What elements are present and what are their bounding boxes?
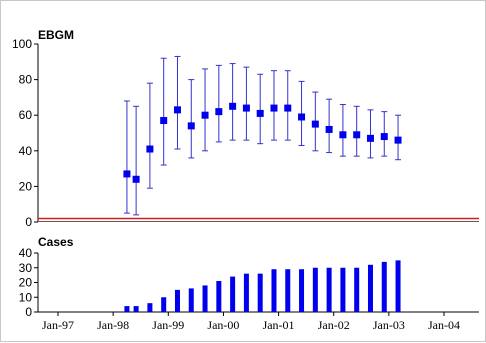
cases-bar — [216, 281, 222, 312]
ebgm-point — [256, 109, 264, 117]
cases-bar — [174, 289, 180, 312]
ebgm-point — [311, 120, 319, 128]
cases-bar — [326, 267, 332, 312]
ebgm-point — [284, 104, 292, 112]
cases-y-tick-label: 10 — [19, 290, 33, 304]
x-tick-label: Jan-02 — [318, 318, 350, 332]
cases-bar — [285, 269, 291, 312]
ebgm-point — [380, 133, 388, 141]
ebgm-y-tick-label: 100 — [12, 37, 32, 51]
ebgm-point — [123, 170, 131, 178]
cases-bar — [257, 273, 263, 312]
ebgm-point — [201, 111, 209, 119]
x-tick-label: Jan-01 — [263, 318, 295, 332]
cases-bar — [312, 267, 318, 312]
ebgm-y-tick-label: 0 — [25, 215, 32, 229]
x-tick-label: Jan-98 — [97, 318, 129, 332]
ebgm-y-tick-label: 20 — [19, 179, 33, 193]
cases-bar — [124, 306, 130, 312]
ebgm-point — [270, 104, 278, 112]
ebgm-marks — [123, 55, 402, 216]
cases-bar — [243, 273, 249, 312]
ebgm-y-tick-label: 80 — [19, 73, 33, 87]
cases-bar — [271, 269, 277, 312]
ebgm-point — [132, 175, 140, 183]
ebgm-point — [173, 106, 181, 114]
cases-title: Cases — [38, 235, 74, 249]
cases-y-tick-label: 40 — [19, 246, 33, 260]
cases-bars — [124, 260, 401, 312]
ebgm-y-ticks: 0 20 40 60 80 100 — [12, 37, 38, 229]
cases-bar — [133, 306, 139, 312]
cases-bar — [230, 276, 236, 312]
cases-bar — [147, 303, 153, 312]
x-tick-label: Jan-97 — [42, 318, 74, 332]
ebgm-point — [366, 134, 374, 142]
x-tick-label: Jan-03 — [373, 318, 405, 332]
ebgm-point — [160, 117, 168, 125]
ebgm-panel: EBGM 0 20 40 60 80 100 — [12, 28, 479, 229]
cases-bar — [367, 264, 373, 312]
cases-bar — [395, 260, 401, 312]
ebgm-point — [298, 113, 306, 121]
ebgm-y-tick-label: 60 — [19, 108, 33, 122]
cases-bar — [202, 285, 208, 312]
ebgm-point — [325, 125, 333, 133]
x-tick-label: Jan-00 — [207, 318, 239, 332]
cases-y-tick-label: 30 — [19, 261, 33, 275]
x-tick-label: Jan-04 — [428, 318, 460, 332]
x-tick-label: Jan-99 — [152, 318, 184, 332]
cases-bar — [188, 288, 194, 312]
cases-bar — [161, 297, 167, 312]
ebgm-point — [146, 145, 154, 153]
cases-y-tick-label: 20 — [19, 276, 33, 290]
cases-bar — [340, 267, 346, 312]
ebgm-point — [187, 122, 195, 130]
ebgm-point — [339, 131, 347, 139]
ebgm-title: EBGM — [38, 28, 74, 42]
ebgm-point — [394, 136, 402, 144]
cases-bar — [354, 267, 360, 312]
ebgm-point — [229, 102, 237, 110]
ebgm-point — [242, 104, 250, 112]
ebgm-point — [353, 131, 361, 139]
cases-bar — [299, 269, 305, 312]
cases-y-tick-label: 0 — [25, 305, 32, 319]
ebgm-point — [215, 108, 223, 116]
cases-bar — [381, 261, 387, 312]
x-ticks: Jan-97 Jan-98 Jan-99 Jan-00 Jan-01 Jan-02 Jan-… — [42, 312, 460, 332]
ebgm-y-tick-label: 40 — [19, 144, 33, 158]
